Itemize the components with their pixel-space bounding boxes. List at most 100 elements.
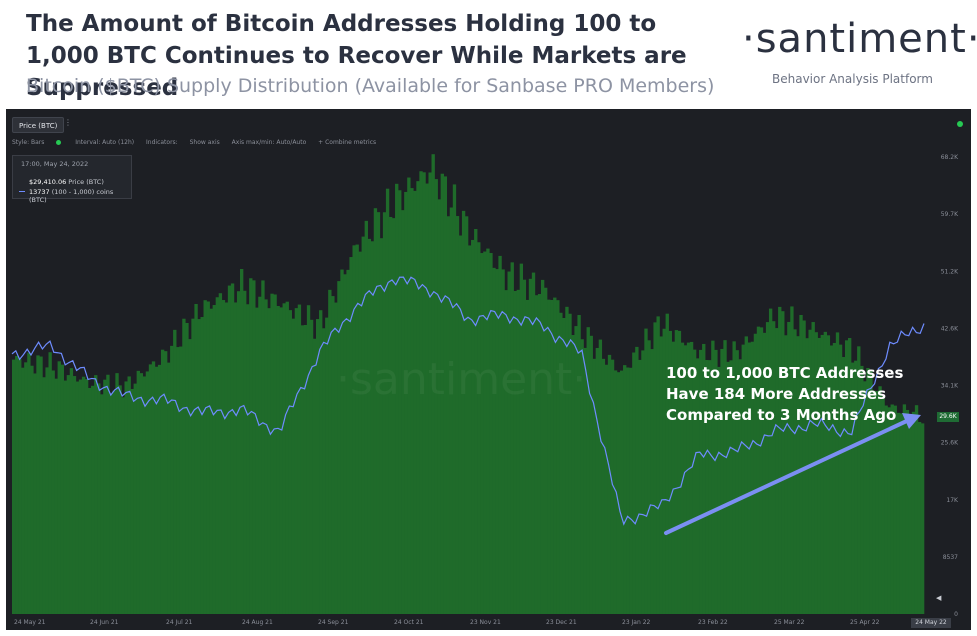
- tooltip-price-value: $29,410.06: [29, 178, 67, 186]
- price-bar: [388, 216, 393, 614]
- price-bar: [601, 358, 606, 614]
- y-tick-label: 17K: [946, 497, 959, 504]
- price-bar: [404, 191, 408, 614]
- price-bar: [872, 390, 876, 614]
- indicators-selector[interactable]: Indicators:: [146, 139, 178, 146]
- x-tick-label: 25 Apr 22: [850, 619, 880, 626]
- price-bar: [191, 318, 195, 614]
- price-bar: [364, 220, 368, 615]
- price-bar: [331, 296, 335, 614]
- price-bar: [63, 380, 68, 614]
- price-bar: [550, 299, 554, 614]
- price-bar: [458, 235, 463, 614]
- scroll-left-icon[interactable]: ◀: [936, 594, 942, 602]
- price-bar: [291, 318, 296, 614]
- price-bar: [334, 302, 338, 614]
- price-bar: [282, 303, 286, 614]
- price-bar: [45, 367, 49, 614]
- price-bar: [556, 300, 560, 614]
- price-bar: [42, 377, 46, 614]
- price-bar: [258, 296, 262, 614]
- price-bar: [626, 367, 630, 614]
- price-bar: [857, 346, 861, 614]
- price-bar: [537, 294, 542, 614]
- price-bar: [349, 257, 353, 614]
- chart-canvas: 68.2K59.7K51.2K42.6K34.1K25.6K17K8537024…: [11, 154, 959, 626]
- santiment-watermark: ·santiment·: [336, 354, 587, 405]
- price-bar: [136, 370, 140, 614]
- price-bar: [319, 310, 323, 614]
- price-bar: [270, 293, 274, 614]
- price-bar: [547, 299, 551, 614]
- price-bar: [653, 322, 657, 614]
- price-bar: [899, 413, 904, 614]
- live-status-icon: [957, 121, 963, 127]
- price-bar: [784, 335, 788, 614]
- price-bar: [246, 304, 250, 614]
- price-bar: [118, 385, 122, 614]
- price-bar: [425, 183, 429, 614]
- price-bar: [689, 341, 694, 614]
- price-bar: [127, 376, 131, 614]
- show-axis-toggle[interactable]: Show axis: [189, 139, 220, 146]
- tooltip-address-row: 13737 (100 - 1,000) coins (BTC): [29, 188, 131, 204]
- price-bar: [36, 355, 40, 614]
- price-bar: [914, 405, 919, 614]
- price-bar: [103, 379, 107, 614]
- x-tick-label: 23 Feb 22: [698, 619, 728, 626]
- axis-minmax-selector[interactable]: Axis max/min: Auto/Auto: [231, 139, 307, 146]
- price-bar: [106, 374, 110, 614]
- price-bar: [343, 274, 347, 614]
- combine-metrics-button[interactable]: + Combine metrics: [318, 139, 377, 146]
- price-bar: [255, 307, 259, 614]
- price-bar: [328, 289, 332, 614]
- price-bar: [370, 241, 375, 614]
- price-bar: [717, 366, 721, 614]
- price-bar: [133, 383, 137, 614]
- price-bar: [720, 348, 724, 614]
- more-options-icon[interactable]: ⋮: [64, 118, 72, 127]
- price-bar: [170, 345, 174, 614]
- style-selector[interactable]: Style: Bars: [12, 139, 45, 146]
- metric-tab-price[interactable]: Price (BTC): [12, 117, 65, 133]
- price-bar: [534, 295, 539, 614]
- price-bar: [911, 411, 916, 614]
- interval-selector[interactable]: Interval: Auto (12h): [75, 139, 135, 146]
- x-tick-label: 24 Aug 21: [242, 619, 273, 626]
- price-bar: [702, 343, 706, 614]
- current-date-badge: 24 May 22: [911, 618, 951, 628]
- x-tick-label: 24 Sep 21: [318, 619, 349, 626]
- price-bar: [60, 364, 64, 614]
- santiment-logo: ·santiment·: [742, 16, 977, 62]
- price-bar: [750, 341, 755, 614]
- y-tick-label: 51.2K: [941, 268, 959, 275]
- price-bar: [580, 339, 584, 614]
- price-bar: [805, 338, 809, 614]
- price-bar: [66, 375, 71, 614]
- price-bar: [197, 319, 201, 614]
- price-bar: [382, 212, 387, 614]
- price-bar: [434, 179, 438, 614]
- price-bar: [440, 173, 444, 614]
- chart-topbar: Price (BTC) ⋮: [6, 109, 971, 139]
- color-picker-icon[interactable]: [56, 139, 63, 146]
- price-bar: [577, 315, 581, 614]
- price-bar: [21, 367, 25, 614]
- price-bar: [790, 306, 794, 614]
- price-bar: [176, 347, 180, 614]
- chart-title: The Amount of Bitcoin Addresses Holding …: [26, 11, 687, 101]
- price-bar: [145, 371, 150, 614]
- price-bar: [148, 364, 153, 614]
- price-bar: [902, 404, 907, 614]
- brand-tagline: Behavior Analysis Platform: [772, 72, 933, 86]
- price-bar: [635, 346, 639, 614]
- price-bar: [744, 336, 748, 614]
- price-bar: [522, 279, 527, 614]
- price-bar: [778, 306, 782, 614]
- price-bar: [303, 324, 308, 614]
- price-bar: [243, 290, 247, 614]
- price-bar: [708, 360, 712, 614]
- price-bar: [285, 301, 289, 614]
- price-bar: [206, 301, 210, 614]
- chart-tooltip: 17:00, May 24, 2022 $29,410.06 Price (BT…: [12, 155, 132, 204]
